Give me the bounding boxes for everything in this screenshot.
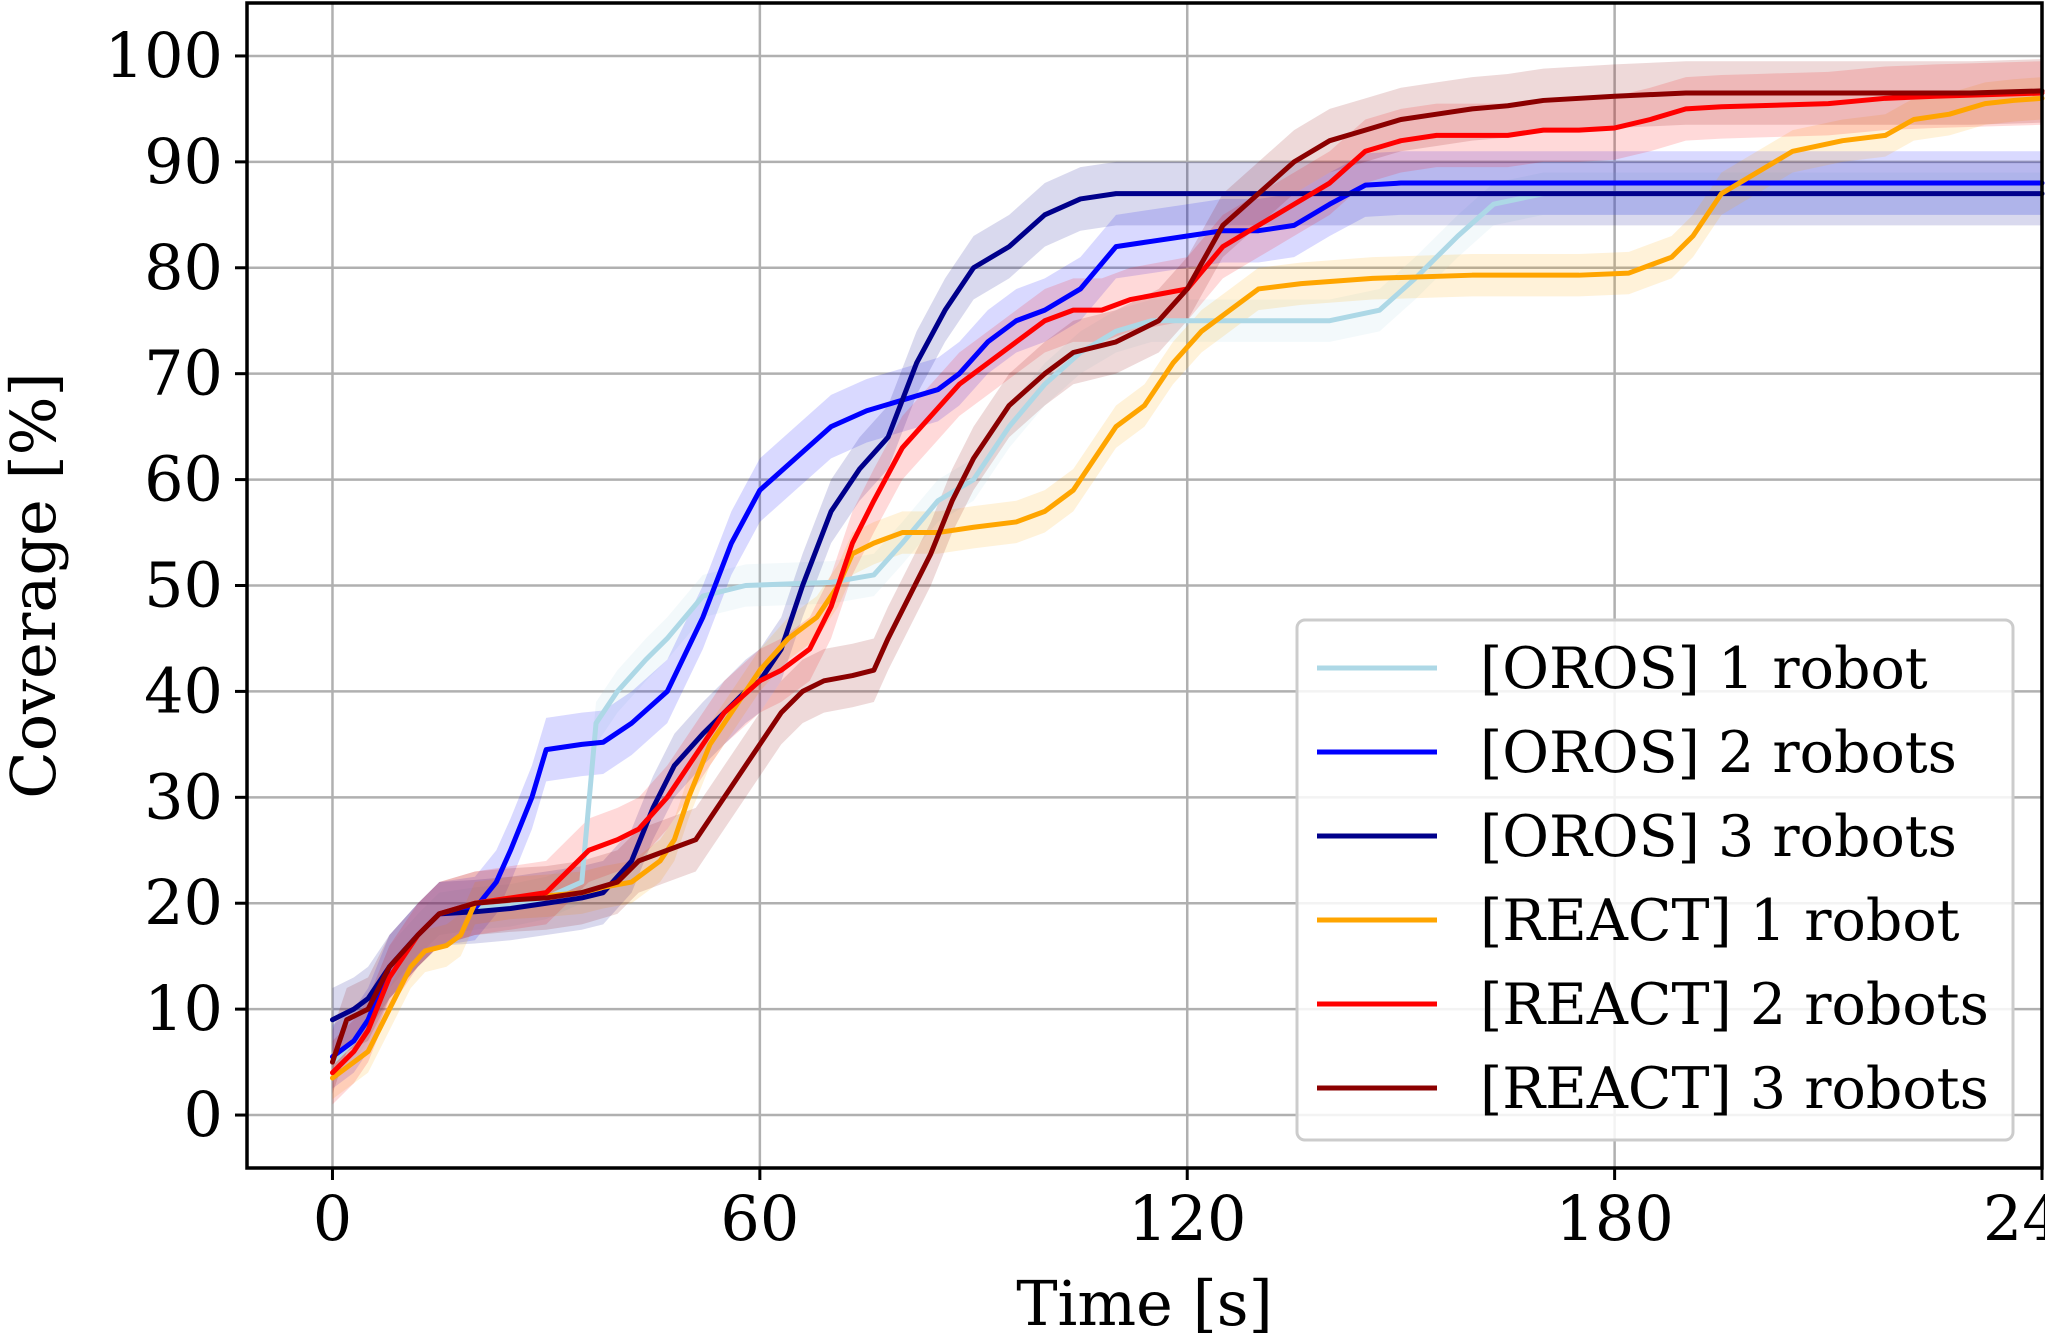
y-tick-label: 70	[144, 337, 223, 410]
y-tick-label: 100	[105, 19, 223, 92]
y-tick-label: 20	[144, 866, 223, 939]
x-tick-label: 60	[720, 1182, 799, 1255]
legend-label: [OROS] 1 robot	[1480, 636, 1928, 702]
y-tick-label: 50	[144, 549, 223, 622]
y-tick-label: 60	[144, 443, 223, 516]
legend-label: [REACT] 3 robots	[1480, 1056, 1989, 1122]
series-lines	[329, 88, 2045, 1081]
x-axis-label: Time [s]	[1016, 1267, 1273, 1340]
legend: [OROS] 1 robot [OROS] 2 robots [OROS] 3 ro…	[1295, 618, 2015, 1142]
y-axis-ticks: 0 10 20 30 40 50 60 70 80 90 100	[105, 19, 247, 1151]
confidence-band	[332, 61, 2042, 1105]
series-line	[329, 90, 2045, 1076]
confidence-band	[332, 59, 2042, 1094]
x-tick-label: 120	[1128, 1182, 1246, 1255]
legend-label: [OROS] 2 robots	[1480, 720, 1957, 786]
y-tick-label: 30	[144, 760, 223, 833]
legend-label: [REACT] 1 robot	[1480, 888, 1960, 954]
x-tick-label: 240	[1983, 1182, 2045, 1255]
y-tick-label: 90	[144, 125, 223, 198]
legend-label: [OROS] 3 robots	[1480, 804, 1957, 870]
x-axis-ticks: 0 60 120 180 240	[313, 1168, 2045, 1255]
y-tick-label: 10	[144, 972, 223, 1045]
y-tick-label: 0	[184, 1078, 223, 1151]
legend-label: [REACT] 2 robots	[1480, 972, 1989, 1038]
legend-box	[1295, 618, 2015, 1142]
x-tick-label: 0	[313, 1182, 352, 1255]
y-tick-label: 40	[144, 654, 223, 727]
y-axis-label: Coverage [%]	[0, 372, 70, 798]
x-tick-label: 180	[1555, 1182, 1673, 1255]
y-tick-label: 80	[144, 231, 223, 304]
series-line	[329, 88, 2045, 1065]
